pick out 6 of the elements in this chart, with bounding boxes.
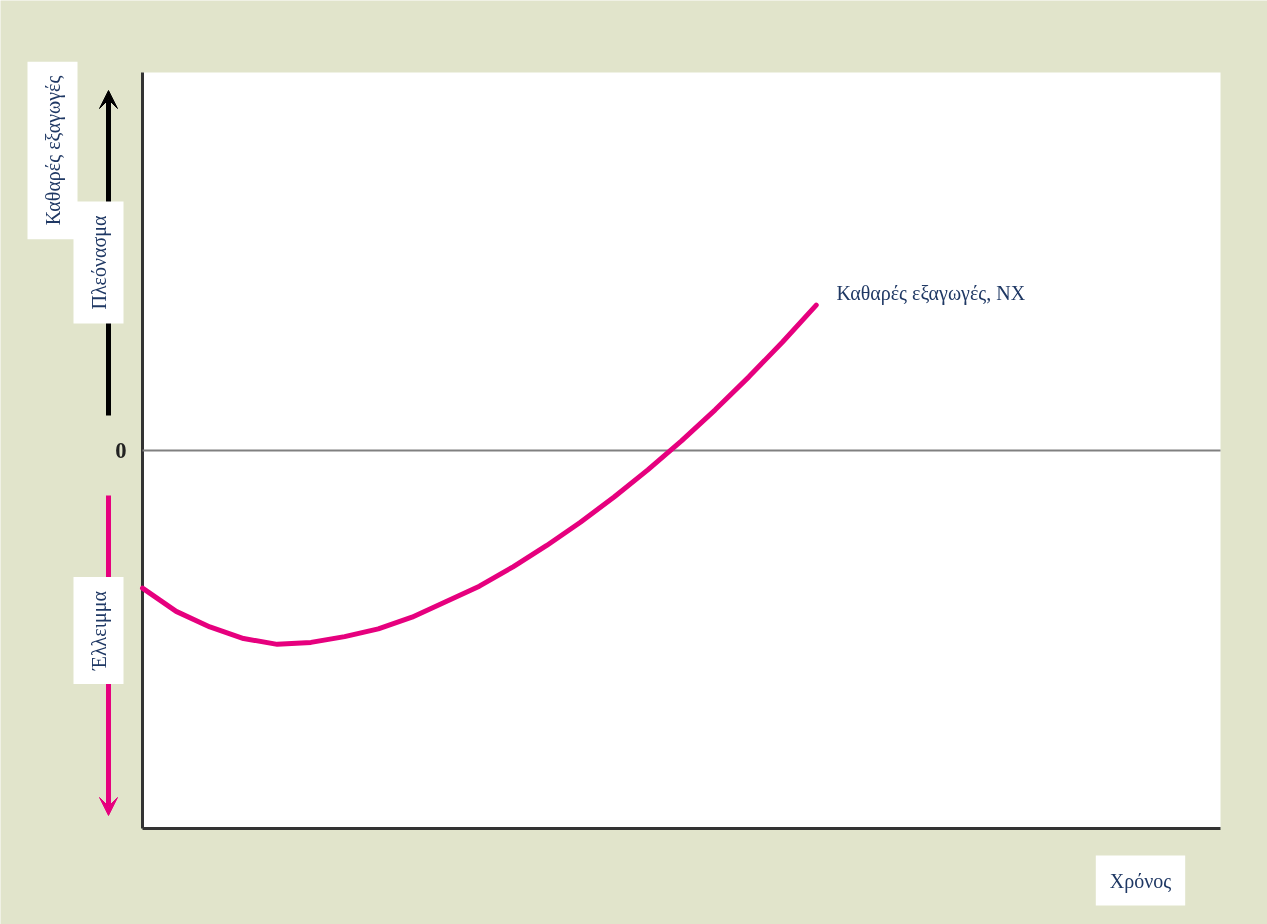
text: Χρόνος [1109, 869, 1172, 893]
text: Καθαρές εξαγωγές [41, 75, 65, 226]
text: Έλλειμμα [87, 590, 111, 671]
text: Πλεόνασμα [87, 214, 111, 310]
series-label: Καθαρές εξαγωγές, NX [836, 282, 1026, 306]
ref-line-label: 0 [115, 438, 127, 463]
